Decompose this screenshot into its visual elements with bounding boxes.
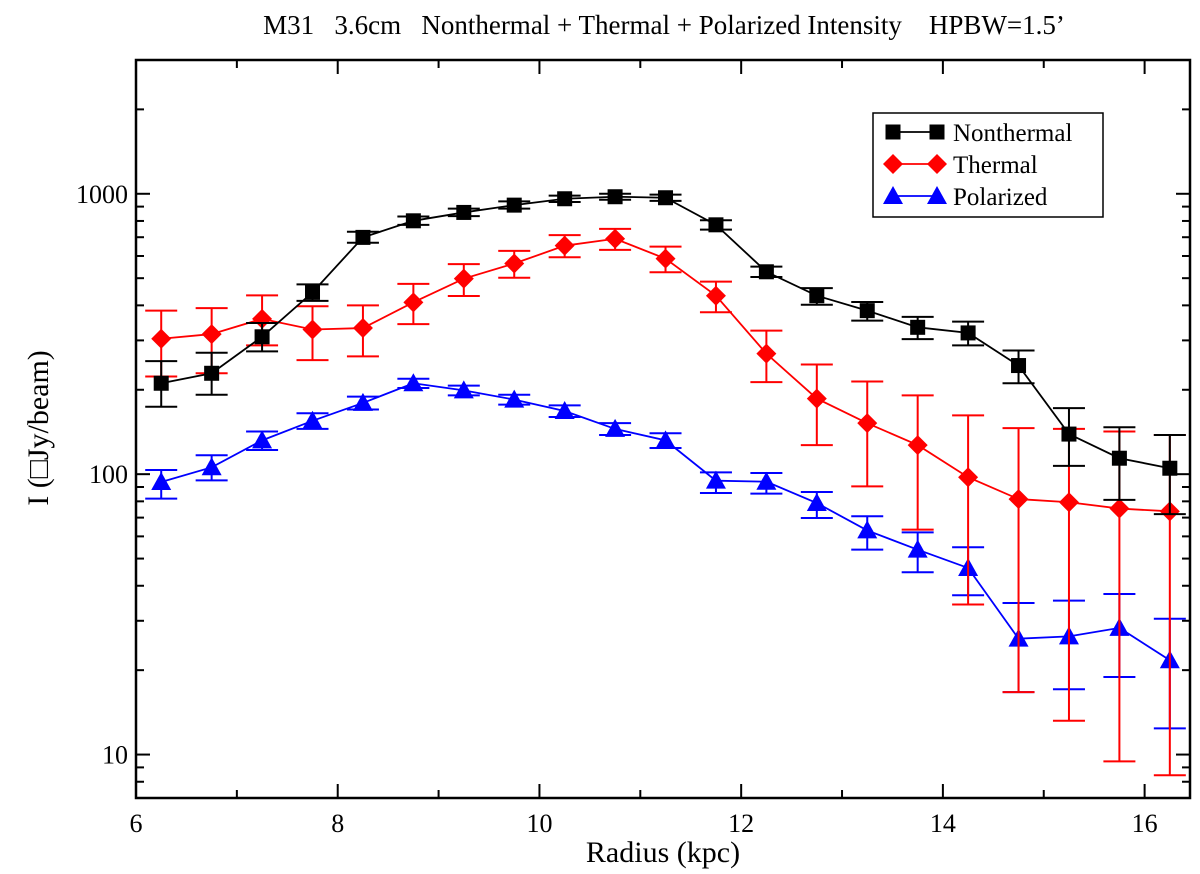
polarized-point [252, 430, 273, 449]
nonthermal-point [658, 190, 674, 206]
legend-item-nonthermal: Nonthermal [885, 120, 1072, 147]
thermal-point [958, 467, 979, 488]
nonthermal-point [708, 217, 724, 233]
plot-area [145, 189, 1186, 777]
nonthermal-point [355, 229, 371, 245]
legend-marker-thermal [883, 154, 903, 174]
polarized-point [655, 430, 676, 449]
legend-item-polarized: Polarized [883, 184, 1048, 211]
polarized-point [201, 457, 222, 476]
x-tick-label: 10 [526, 809, 552, 838]
nonthermal-point [910, 319, 926, 335]
polarized-point [302, 410, 323, 429]
polarized-point [352, 392, 373, 411]
thermal-point [151, 328, 172, 349]
legend-label-nonthermal: Nonthermal [953, 120, 1072, 147]
legend-marker-thermal [927, 154, 947, 174]
x-axis-label: Radius (kpc) [586, 836, 740, 869]
polarized-point [151, 471, 172, 490]
legend-marker-polarized [927, 186, 947, 204]
x-tick-label: 12 [728, 809, 754, 838]
thermal-point [453, 268, 474, 289]
legend-label-polarized: Polarized [953, 184, 1048, 211]
thermal-point [907, 435, 928, 456]
polarized-point [554, 400, 575, 419]
thermal-point [1008, 489, 1029, 510]
nonthermal-point [506, 197, 522, 213]
nonthermal-point [204, 365, 220, 381]
y-tick-label: 10 [102, 741, 128, 770]
nonthermal-point [809, 288, 825, 304]
x-tick-label: 14 [930, 809, 956, 838]
nonthermal-point [1061, 426, 1077, 442]
nonthermal-point [254, 329, 270, 345]
nonthermal-point [153, 375, 169, 391]
y-tick-label: 100 [89, 460, 128, 489]
thermal-point [756, 343, 777, 364]
polarized-point [504, 389, 525, 408]
thermal-point [1058, 492, 1079, 513]
nonthermal-point [960, 325, 976, 341]
polarized-point [705, 470, 726, 489]
polarized-point [907, 539, 928, 558]
series-nonthermal [145, 189, 1186, 516]
x-tick-label: 8 [331, 809, 344, 838]
series-thermal [145, 227, 1186, 777]
nonthermal-point [405, 213, 421, 229]
thermal-point [705, 285, 726, 306]
legend: Nonthermal Thermal Polarized [872, 112, 1104, 218]
polarized-point [605, 418, 626, 437]
thermal-point [504, 253, 525, 274]
thermal-point [201, 324, 222, 345]
thermal-point [605, 228, 626, 249]
thermal-point [352, 318, 373, 339]
plot-frame [134, 58, 1192, 800]
thermal-point [1109, 498, 1130, 519]
thermal-point [806, 388, 827, 409]
polarized-point [453, 380, 474, 399]
nonthermal-point [305, 284, 321, 300]
legend-marker-nonthermal [885, 124, 901, 140]
legend-marker-nonthermal [929, 124, 945, 140]
nonthermal-point [456, 204, 472, 220]
thermal-point [403, 292, 424, 313]
series-polarized [145, 373, 1186, 730]
polarized-point [857, 520, 878, 539]
nonthermal-point [758, 264, 774, 280]
thermal-point [655, 248, 676, 269]
thermal-point [302, 319, 323, 340]
y-tick-label: 1000 [76, 180, 128, 209]
thermal-point [857, 413, 878, 434]
x-tick-label: 16 [1132, 809, 1158, 838]
polarized-point [403, 373, 424, 392]
nonthermal-point [859, 303, 875, 319]
axis-ticks: 6 8 10 12 14 16 10 100 1000 [76, 59, 1190, 838]
chart-title: M31 3.6cm Nonthermal + Thermal + Polariz… [263, 10, 1065, 40]
legend-marker-polarized [883, 186, 903, 204]
nonthermal-point [557, 191, 573, 207]
nonthermal-point [1011, 358, 1027, 374]
y-axis-label: I (□Jy/beam) [22, 350, 55, 506]
x-tick-label: 6 [130, 809, 143, 838]
nonthermal-point [1111, 450, 1127, 466]
legend-label-thermal: Thermal [953, 152, 1038, 179]
legend-box [872, 112, 1104, 218]
nonthermal-point [1162, 460, 1178, 476]
polarized-point [806, 493, 827, 512]
nonthermal-point [607, 189, 623, 205]
legend-item-thermal: Thermal [883, 152, 1038, 179]
polarized-point [756, 471, 777, 490]
thermal-point [554, 235, 575, 256]
